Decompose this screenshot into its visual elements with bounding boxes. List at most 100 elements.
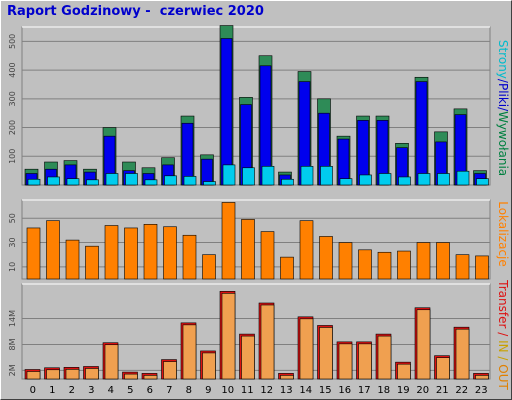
bar-sites-4 (104, 225, 119, 280)
bar-traffic-in-8 (182, 324, 197, 380)
bar-traffic-in-22 (455, 328, 470, 380)
bar-traffic-in-17 (358, 343, 372, 380)
label-sep3: / (496, 328, 510, 340)
hour-label-3: 3 (88, 385, 94, 396)
bar-traffic-in-2 (65, 369, 80, 380)
panel2-ytick-label: 10 (8, 262, 17, 272)
bar-pages-7 (164, 175, 177, 186)
bar-pages-17 (359, 174, 372, 186)
bar-sites-19 (397, 250, 411, 280)
bar-sites-7 (163, 226, 177, 280)
bar-sites-5 (124, 227, 138, 280)
bar-traffic-in-16 (338, 343, 353, 380)
label-strony: Strony (496, 40, 510, 79)
bar-traffic-in-6 (143, 375, 158, 380)
bar-sites-20 (416, 242, 431, 280)
bar-sites-9 (202, 254, 216, 280)
bar-sites-1 (46, 220, 60, 280)
bar-pages-4 (105, 173, 119, 186)
hour-label-10: 10 (221, 385, 234, 396)
bar-pages-23 (476, 178, 489, 186)
bar-traffic-in-10 (221, 293, 236, 380)
bar-pages-0 (27, 178, 41, 186)
bar-sites-16 (338, 242, 353, 280)
bar-pages-2 (66, 178, 80, 186)
hour-label-1: 1 (49, 385, 55, 396)
bar-sites-10 (221, 202, 236, 280)
bar-pages-13 (281, 178, 294, 186)
bar-traffic-in-1 (46, 369, 60, 380)
bar-traffic-in-15 (319, 327, 333, 380)
panel1-ytick-label: 200 (8, 120, 17, 135)
label-in: IN (496, 340, 510, 353)
hour-label-5: 5 (127, 385, 133, 396)
bar-sites-6 (143, 224, 158, 280)
bar-pages-14 (300, 166, 314, 186)
bar-traffic-in-14 (299, 318, 314, 380)
label-out: OUT (496, 364, 510, 390)
bar-traffic-in-18 (377, 335, 392, 380)
bar-pages-1 (47, 176, 60, 186)
bar-traffic-in-21 (436, 357, 450, 380)
bar-traffic-in-20 (416, 309, 431, 380)
bar-pages-22 (456, 170, 470, 186)
bar-files-10 (220, 38, 233, 186)
panel3-plot-area (21, 283, 491, 380)
bar-sites-21 (436, 242, 450, 280)
bar-sites-15 (319, 236, 333, 280)
report-title: Raport Godzinowy - czerwiec 2020 (7, 4, 264, 19)
hour-label-4: 4 (108, 385, 114, 396)
bar-sites-3 (85, 245, 99, 280)
bar-traffic-in-12 (260, 304, 275, 380)
hour-label-9: 9 (205, 385, 211, 396)
bar-sites-2 (65, 239, 80, 280)
label-transfer: Transfer (496, 279, 510, 328)
label-wywolania: Wywołania (496, 111, 510, 176)
bar-pages-3 (86, 179, 99, 186)
bar-files-16 (337, 138, 350, 186)
bar-pages-10 (222, 164, 236, 186)
bar-sites-0 (26, 227, 41, 280)
bar-traffic-in-4 (104, 344, 119, 380)
panel2-ytick-label: 50 (8, 213, 17, 223)
bar-pages-19 (398, 176, 411, 186)
bar-sites-11 (241, 219, 255, 280)
bar-traffic-in-3 (85, 368, 99, 380)
bar-traffic-in-7 (163, 361, 177, 380)
bar-traffic-in-19 (397, 363, 411, 380)
bar-sites-13 (280, 256, 294, 280)
bar-traffic-in-0 (26, 371, 41, 380)
label-pliki: Pliki (496, 83, 510, 107)
bar-sites-23 (475, 255, 489, 280)
bar-sites-12 (260, 231, 275, 280)
bar-sites-8 (182, 234, 197, 280)
bar-pages-18 (378, 173, 392, 186)
panel1-plot-area (21, 26, 491, 186)
hour-label-23: 23 (475, 385, 488, 396)
panel1-ytick-label: 400 (8, 62, 17, 77)
hour-label-6: 6 (147, 385, 153, 396)
hour-label-12: 12 (260, 385, 273, 396)
hour-label-16: 16 (338, 385, 351, 396)
bar-sites-18 (377, 251, 392, 280)
bar-pages-21 (437, 173, 450, 186)
bar-pages-5 (125, 173, 138, 186)
bar-pages-12 (261, 166, 275, 186)
label-sep2: / (496, 107, 510, 112)
panel3-ytick-label: 2M (8, 364, 17, 376)
label-sep1: / (496, 79, 510, 84)
bar-traffic-in-23 (475, 375, 489, 380)
bar-pages-9 (203, 181, 216, 186)
panel3-ytick-label: 14M (8, 310, 17, 327)
bar-sites-17 (358, 249, 372, 280)
bar-traffic-in-5 (124, 373, 138, 380)
hour-label-20: 20 (416, 385, 429, 396)
panel3-side-label: Transfer / IN / OUT (496, 279, 510, 390)
panel1-side-label: Strony/Pliki/Wywołania (496, 40, 510, 176)
panel1-ytick-label: 500 (8, 34, 17, 49)
hour-label-21: 21 (436, 385, 449, 396)
hour-label-2: 2 (69, 385, 75, 396)
hour-label-22: 22 (455, 385, 468, 396)
